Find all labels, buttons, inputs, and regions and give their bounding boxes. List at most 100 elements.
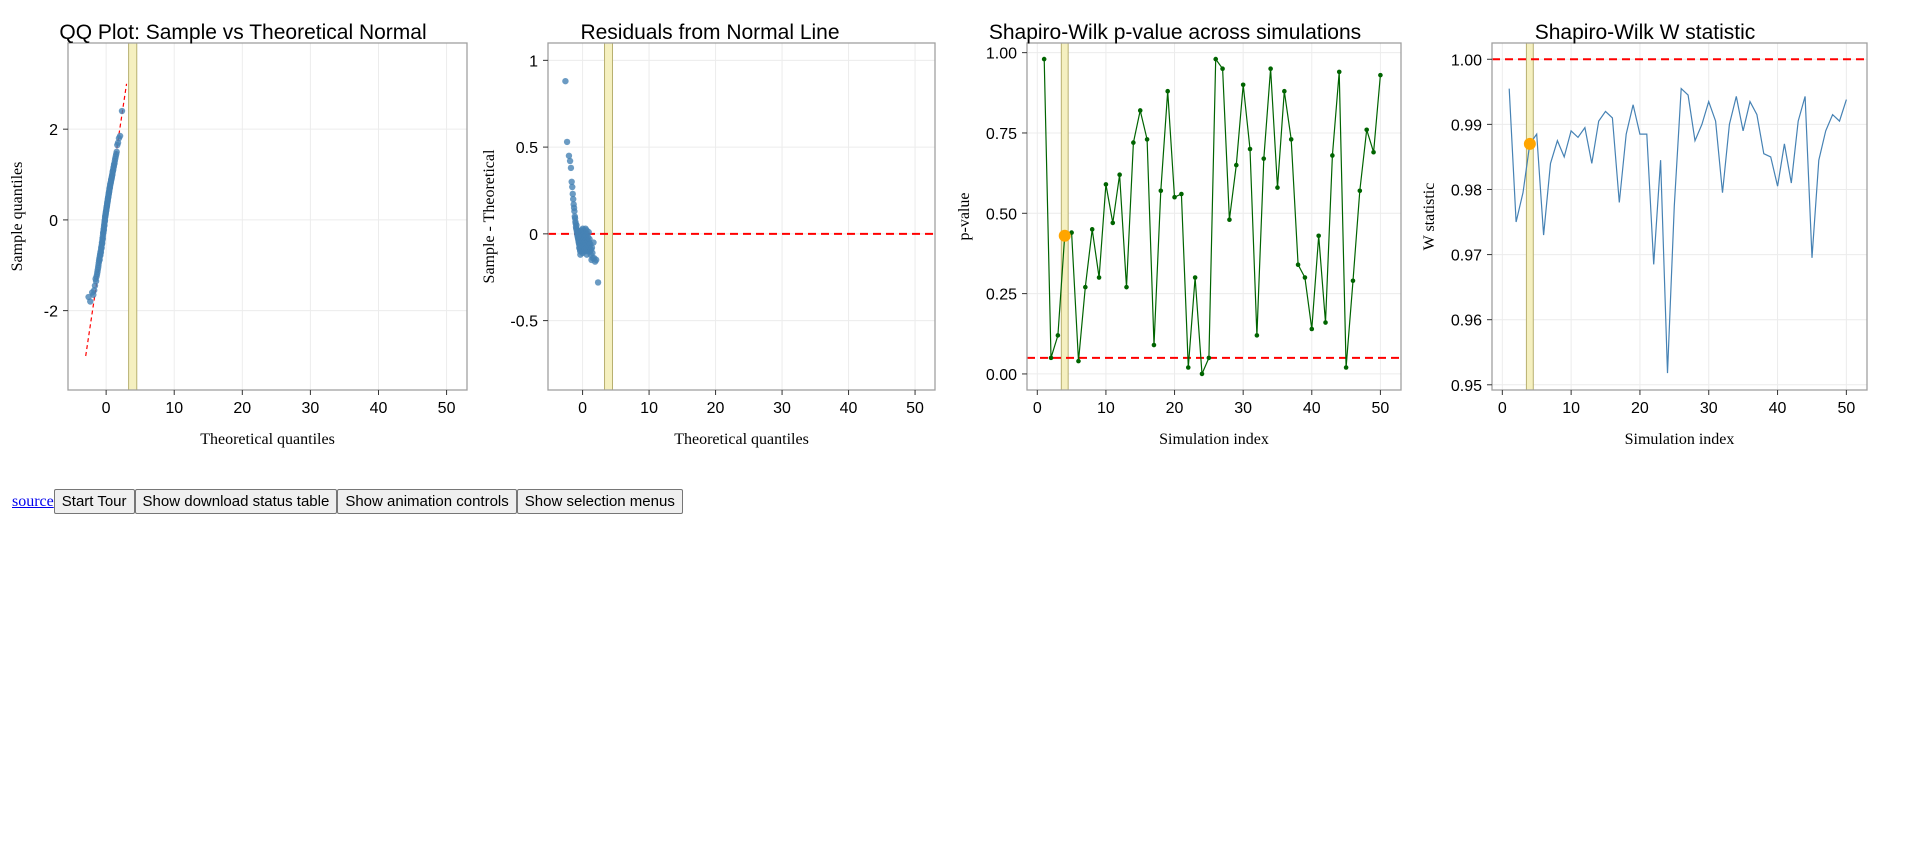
- pvalue-y-tick-label: 0.00: [986, 367, 1017, 384]
- pvalue-selected-point[interactable]: [1058, 229, 1071, 242]
- residuals-point[interactable]: [570, 195, 577, 203]
- pvalue-point[interactable]: [1268, 66, 1273, 72]
- pvalue-point[interactable]: [1254, 333, 1260, 338]
- residuals-panel: 0 10 20 30 40 50 -0.5 0 0.5 1 Residuals from Norma…: [481, 21, 936, 448]
- qq-point[interactable]: [116, 132, 124, 140]
- pvalue-point[interactable]: [1096, 275, 1102, 280]
- residuals-point[interactable]: [565, 152, 573, 159]
- residuals-point[interactable]: [589, 249, 596, 257]
- pvalue-point[interactable]: [1158, 188, 1164, 194]
- pvalue-point[interactable]: [1041, 56, 1047, 62]
- pvalue-point[interactable]: [1316, 233, 1321, 239]
- pvalue-point[interactable]: [1378, 72, 1383, 78]
- pvalue-point[interactable]: [1192, 275, 1198, 280]
- pvalue-point[interactable]: [1172, 194, 1177, 200]
- pvalue-point[interactable]: [1343, 365, 1349, 370]
- residuals-point[interactable]: [594, 279, 602, 286]
- pvalue-point[interactable]: [1206, 355, 1212, 361]
- pvalue-point[interactable]: [1137, 108, 1143, 113]
- pvalue-x-tick-label: 30: [1234, 400, 1252, 417]
- pvalue-point[interactable]: [1131, 140, 1136, 145]
- residuals-selection-band[interactable]: [604, 42, 614, 391]
- pvalue-point[interactable]: [1234, 162, 1239, 168]
- pvalue-point[interactable]: [1124, 284, 1129, 290]
- pvalue-point[interactable]: [1302, 275, 1308, 280]
- pvalue-point[interactable]: [1295, 262, 1301, 267]
- residuals-point[interactable]: [567, 164, 575, 172]
- residuals-point[interactable]: [562, 77, 569, 85]
- pvalue-point[interactable]: [1350, 278, 1356, 284]
- pvalue-point[interactable]: [1185, 365, 1191, 370]
- wstat-y-tick-label: 1.00: [1451, 52, 1482, 69]
- pvalue-point[interactable]: [1275, 185, 1280, 190]
- pvalue-point[interactable]: [1240, 82, 1246, 88]
- pvalue-point[interactable]: [1336, 69, 1342, 75]
- residuals-point[interactable]: [566, 157, 574, 165]
- pvalue-point[interactable]: [1364, 127, 1369, 133]
- pvalue-selection-band[interactable]: [1060, 42, 1069, 391]
- show-download-status-button[interactable]: Show download status table: [134, 489, 338, 514]
- residuals-point[interactable]: [588, 244, 596, 251]
- pvalue-point[interactable]: [1227, 217, 1232, 223]
- pvalue-point[interactable]: [1261, 156, 1267, 161]
- pvalue-point[interactable]: [1288, 137, 1294, 142]
- pvalue-point[interactable]: [1083, 284, 1088, 290]
- start-tour-button[interactable]: Start Tour: [53, 489, 135, 514]
- pvalue-series-line: [1043, 57, 1381, 375]
- qq-x-axis-title: Theoretical quantiles: [200, 431, 335, 448]
- show-animation-controls-button[interactable]: Show animation controls: [337, 489, 517, 514]
- pvalue-point[interactable]: [1117, 172, 1122, 178]
- wstat-plot-area: [1492, 43, 1867, 390]
- pvalue-point[interactable]: [1055, 333, 1061, 338]
- pvalue-panel: 0 10 20 30 40 50 0.00 0.25 0.50 0.75 1.00 Shapiro-W…: [956, 21, 1402, 448]
- pvalue-point[interactable]: [1048, 355, 1054, 361]
- wstat-selection-band[interactable]: [1525, 42, 1534, 391]
- wstat-x-tick-label: 0: [1498, 400, 1507, 417]
- residuals-point[interactable]: [571, 208, 578, 215]
- residuals-point[interactable]: [568, 178, 575, 185]
- pvalue-point[interactable]: [1357, 188, 1363, 194]
- wstat-x-tick-label: 10: [1562, 400, 1580, 417]
- wstat-selected-point[interactable]: [1523, 137, 1536, 150]
- pvalue-point[interactable]: [1323, 320, 1328, 325]
- pvalue-point[interactable]: [1076, 358, 1081, 364]
- show-selection-menus-button[interactable]: Show selection menus: [516, 489, 683, 514]
- pvalue-point[interactable]: [1179, 191, 1184, 197]
- pvalue-point[interactable]: [1144, 137, 1150, 142]
- residuals-point[interactable]: [585, 228, 592, 236]
- pvalue-point[interactable]: [1103, 182, 1109, 187]
- pvalue-x-tick-label: 20: [1166, 400, 1184, 417]
- qq-point[interactable]: [87, 298, 94, 305]
- residuals-point[interactable]: [593, 256, 600, 264]
- pvalue-point[interactable]: [1330, 153, 1335, 158]
- residuals-y-axis-title: Sample - Theoretical: [481, 149, 498, 283]
- source-link[interactable]: source: [12, 492, 54, 510]
- pvalue-x-tick-label: 50: [1372, 400, 1390, 417]
- pvalue-point[interactable]: [1089, 227, 1095, 232]
- residuals-point[interactable]: [563, 138, 571, 146]
- pvalue-point[interactable]: [1199, 371, 1205, 377]
- residuals-title: Residuals from Normal Line: [580, 21, 839, 44]
- qq-point[interactable]: [113, 148, 120, 156]
- qq-selection-band[interactable]: [128, 42, 138, 391]
- residuals-y-tick-label: 1: [529, 53, 538, 70]
- pvalue-point[interactable]: [1110, 220, 1116, 226]
- residuals-point[interactable]: [590, 239, 597, 246]
- residuals-point[interactable]: [569, 190, 576, 198]
- residuals-point[interactable]: [573, 221, 580, 229]
- pvalue-point[interactable]: [1069, 230, 1074, 235]
- pvalue-point[interactable]: [1282, 88, 1287, 94]
- qq-point[interactable]: [118, 107, 126, 115]
- pvalue-point[interactable]: [1247, 146, 1253, 152]
- residuals-point[interactable]: [569, 183, 576, 191]
- pvalue-y-tick-label: 0.25: [986, 287, 1017, 304]
- pvalue-point[interactable]: [1309, 326, 1315, 332]
- wstat-x-tick-label: 40: [1769, 400, 1787, 417]
- pvalue-point[interactable]: [1371, 149, 1376, 155]
- pvalue-point[interactable]: [1213, 56, 1219, 62]
- pvalue-point[interactable]: [1220, 66, 1225, 72]
- qq-x-tick-label: 20: [233, 400, 251, 417]
- pvalue-point[interactable]: [1165, 88, 1170, 94]
- pvalue-point[interactable]: [1151, 342, 1157, 348]
- qq-y-tick-label: 0: [49, 213, 58, 230]
